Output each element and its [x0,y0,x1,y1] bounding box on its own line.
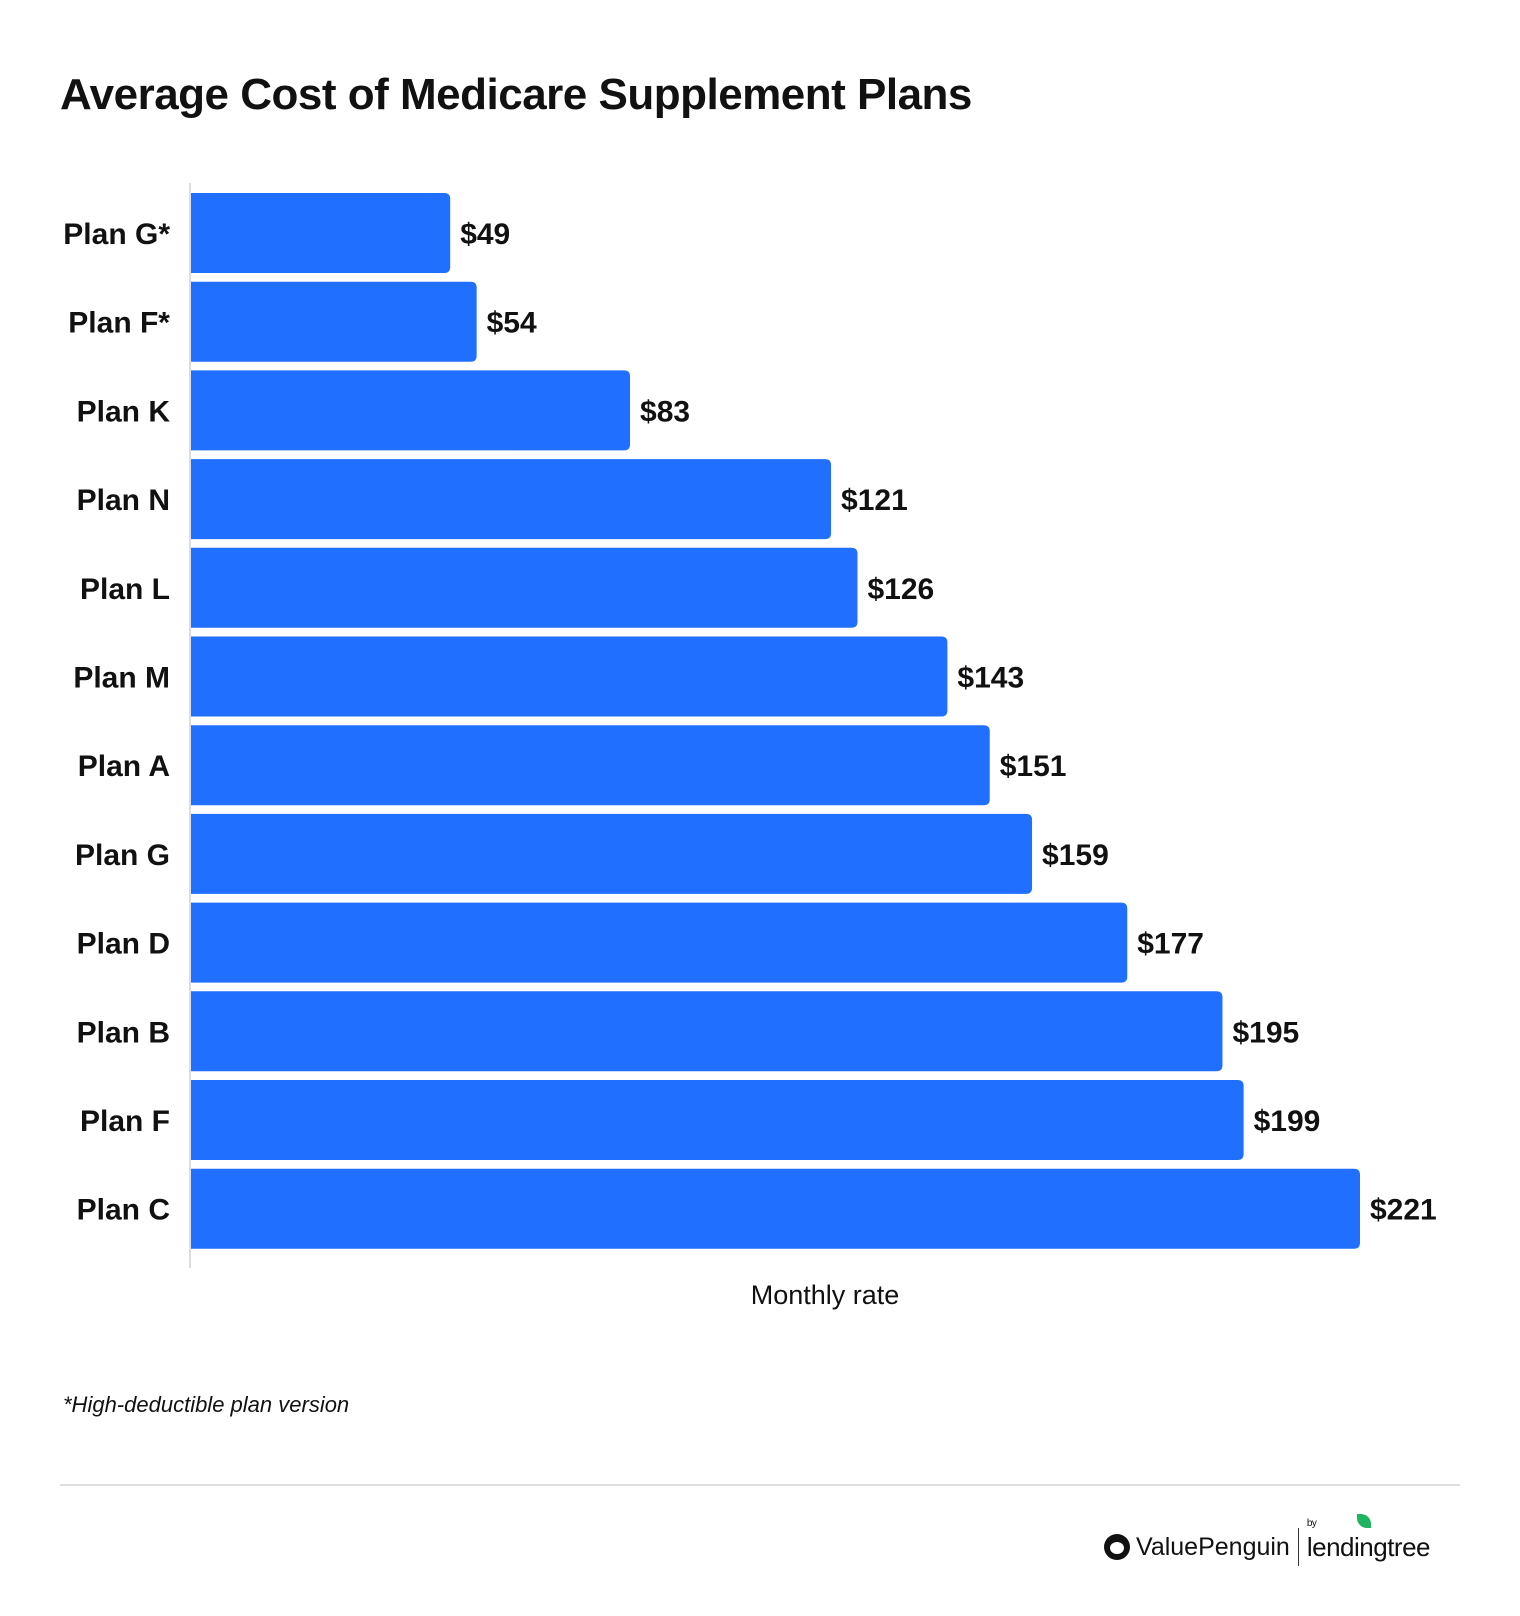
footnote: *High-deductible plan version [63,1392,350,1417]
brand-logo: ValuePenguin by lendingtree [1104,1513,1431,1566]
data-label: $49 [460,218,510,251]
category-label: Plan D [77,928,170,961]
partner-name: lendingtree [1306,1531,1431,1562]
data-label: $177 [1137,928,1204,961]
category-label: Plan L [80,573,170,606]
data-label: $195 [1232,1016,1299,1049]
category-label: Plan M [73,662,170,695]
data-label: $54 [487,307,537,340]
x-axis-label: Monthly rate [750,1280,900,1310]
partner-logo: by lendingtree [1306,1513,1431,1563]
bar [191,547,858,628]
by-text: by [1306,1517,1317,1529]
bar [191,459,832,540]
category-label: Plan G [75,839,170,872]
bar [191,1168,1360,1249]
bar [191,813,1033,894]
category-label: Plan G* [63,218,170,251]
bar [191,902,1128,983]
category-label: Plan N [77,484,170,517]
bar [191,1080,1244,1160]
category-label: Plan F* [68,307,170,340]
penguin-icon [1104,1534,1130,1560]
data-label: $199 [1254,1105,1321,1138]
category-label: Plan B [77,1016,170,1049]
data-label: $83 [640,395,690,428]
data-label: $121 [841,484,908,517]
bar [191,636,948,717]
data-label: $151 [1000,750,1067,783]
divider [60,1484,1460,1486]
leaf-icon [1356,1513,1371,1528]
bar [191,193,451,273]
brand-name: ValuePenguin [1136,1532,1290,1561]
data-label: $143 [957,662,1024,695]
logo-separator [1297,1528,1299,1566]
category-label: Plan F [80,1105,170,1138]
category-label: Plan K [77,395,171,428]
bar [191,370,631,451]
category-label: Plan A [78,750,170,783]
data-label: $221 [1370,1194,1437,1227]
data-label: $159 [1042,839,1109,872]
data-label: $126 [867,573,934,606]
chart-title: Average Cost of Medicare Supplement Plan… [60,70,972,119]
bar [191,725,990,806]
bar [191,991,1223,1072]
bar [191,281,477,362]
category-label: Plan C [77,1194,170,1227]
